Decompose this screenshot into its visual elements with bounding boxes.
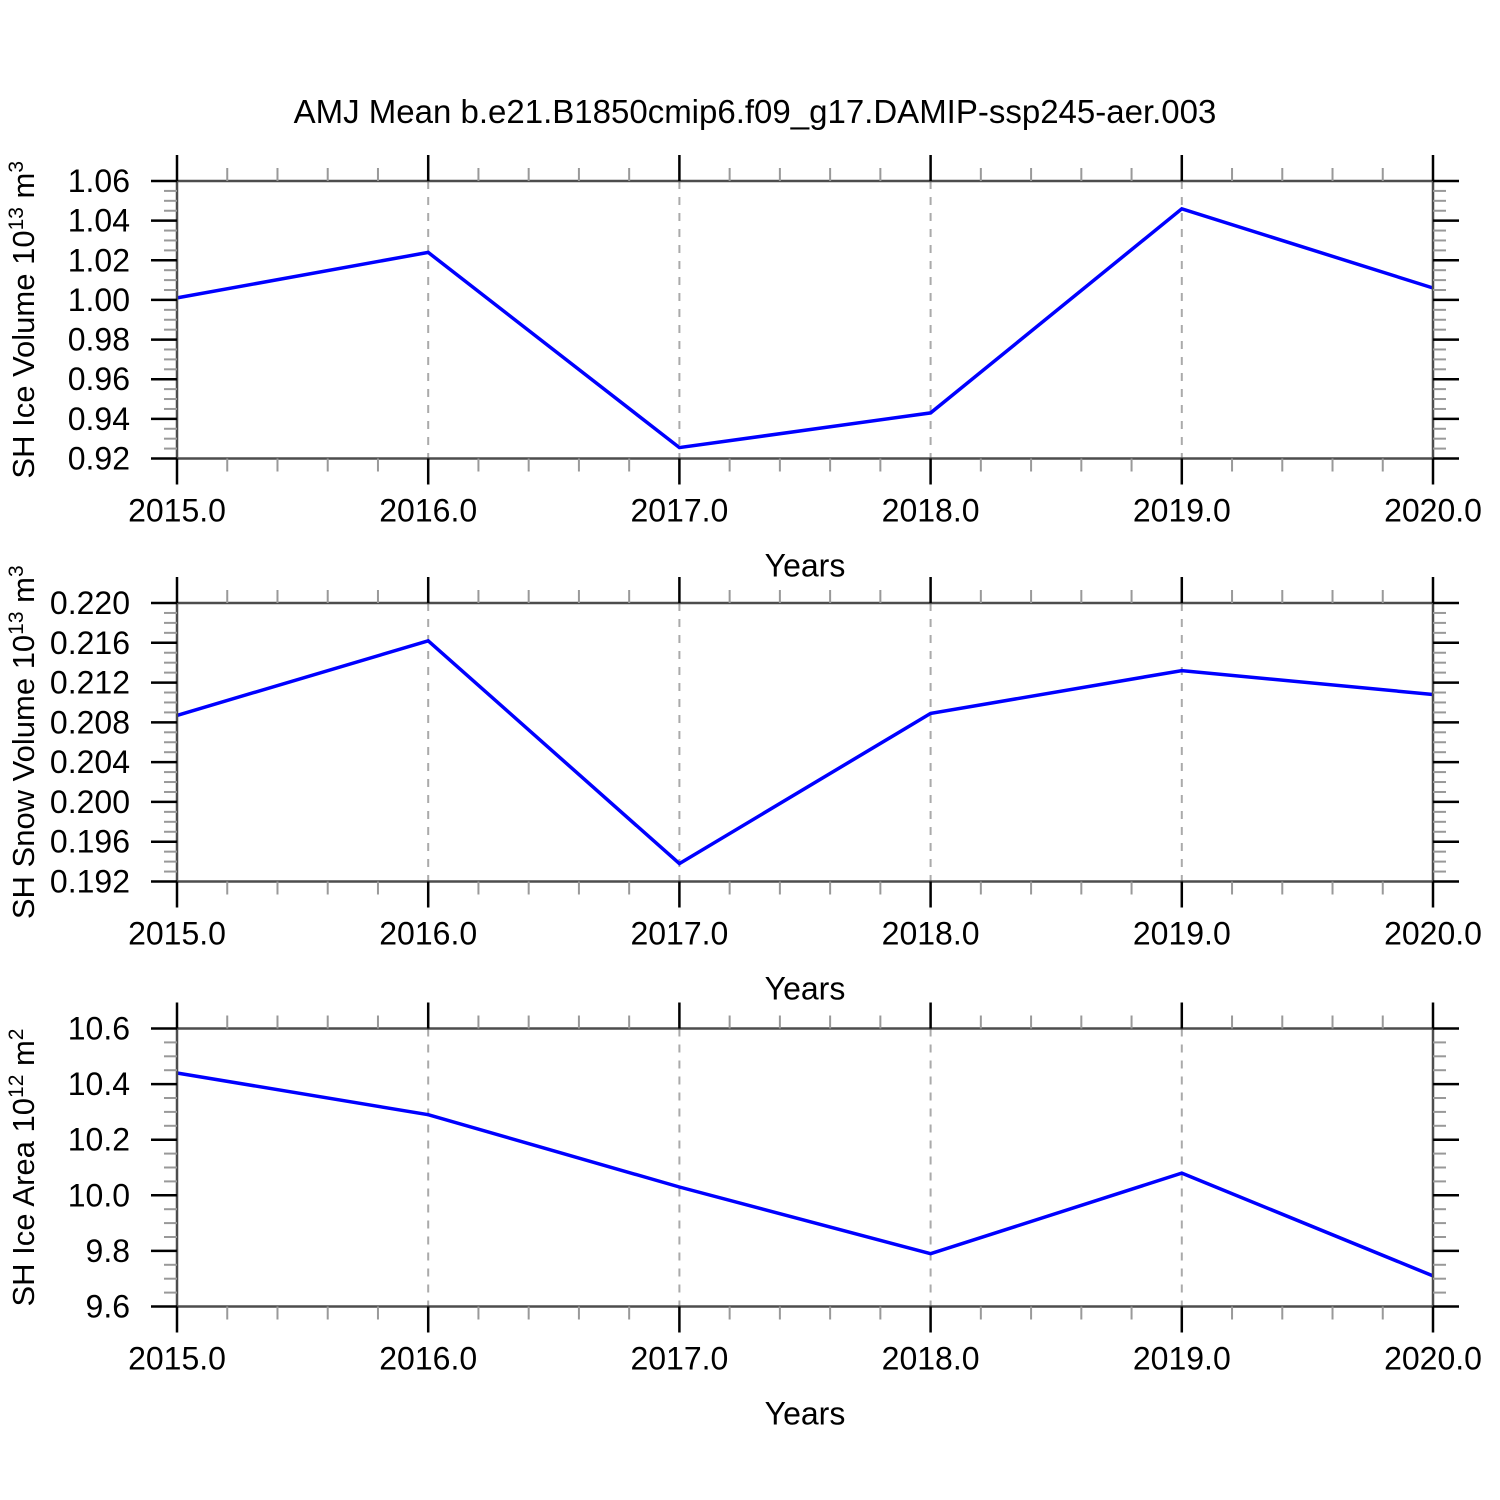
x-tick-label: 2015.0 [128,493,226,529]
y-tick-label: 10.4 [68,1066,130,1102]
x-axis-title: Years [765,971,846,1007]
x-tick-label: 2018.0 [882,916,980,952]
data-line-sh-ice-area [176,1071,1434,1278]
y-tick-label: 0.204 [50,744,130,780]
figure-title: AMJ Mean b.e21.B1850cmip6.f09_g17.DAMIP-… [294,93,1217,130]
x-tick-label: 2019.0 [1133,916,1231,952]
x-tick-label: 2019.0 [1133,1341,1231,1377]
data-line-sh-ice-volume [176,206,1434,450]
y-tick-label: 0.212 [50,665,130,701]
y-tick-label: 0.98 [68,322,130,358]
x-tick-label: 2019.0 [1133,493,1231,529]
y-tick-label: 1.00 [68,282,130,318]
x-axis-title: Years [765,548,846,584]
y-tick-label: 0.208 [50,704,130,740]
y-tick-label: 0.96 [68,361,130,397]
y-tick-label: 1.04 [68,203,130,239]
y-tick-label: 10.2 [68,1122,130,1158]
x-tick-label: 2020.0 [1384,1341,1482,1377]
y-axis-title: SH Ice Volume 1013 m3 [5,161,41,479]
y-tick-label: 0.196 [50,824,130,860]
y-tick-label: 0.92 [68,441,130,477]
plot-sh-ice-volume: 0.92 0.94 0.960.98 1.00 1.021.04 1.06 2015.0 20… [5,155,1482,584]
y-tick-label: 1.06 [68,163,130,199]
x-tick-label: 2016.0 [379,916,477,952]
x-tick-label: 2015.0 [128,1341,226,1377]
x-tick-label: 2016.0 [379,493,477,529]
y-tick-label: 0.216 [50,625,130,661]
y-axis-title: SH Snow Volume 1013 m3 [5,565,41,919]
plots-root: 0.92 0.94 0.960.98 1.00 1.021.04 1.06 2015.0 20… [5,155,1482,1432]
y-tick-label: 0.94 [68,401,130,437]
y-tick-label: 0.220 [50,585,130,621]
x-tick-label: 2018.0 [882,1341,980,1377]
x-tick-label: 2017.0 [630,916,728,952]
x-tick-label: 2017.0 [630,493,728,529]
x-axis-title: Years [765,1396,846,1432]
y-tick-label: 9.6 [86,1289,130,1325]
x-tick-label: 2015.0 [128,916,226,952]
x-tick-label: 2017.0 [630,1341,728,1377]
plot-sh-ice-area: 9.6 9.8 10.0 10.2 10.4 10.6 2015.0 2016.0 2017.0… [5,1002,1482,1432]
y-tick-label: 1.02 [68,242,130,278]
x-tick-label: 2020.0 [1384,493,1482,529]
y-tick-label: 0.192 [50,864,130,900]
x-tick-label: 2016.0 [379,1341,477,1377]
x-tick-label: 2020.0 [1384,916,1482,952]
y-tick-label: 10.6 [68,1011,130,1047]
data-line-sh-snow-volume [176,638,1434,866]
y-axis-title: SH Ice Area 1012 m2 [5,1029,41,1307]
y-tick-label: 9.8 [86,1233,130,1269]
y-tick-label: 0.200 [50,784,130,820]
x-tick-label: 2018.0 [882,493,980,529]
y-tick-label: 10.0 [68,1177,130,1213]
